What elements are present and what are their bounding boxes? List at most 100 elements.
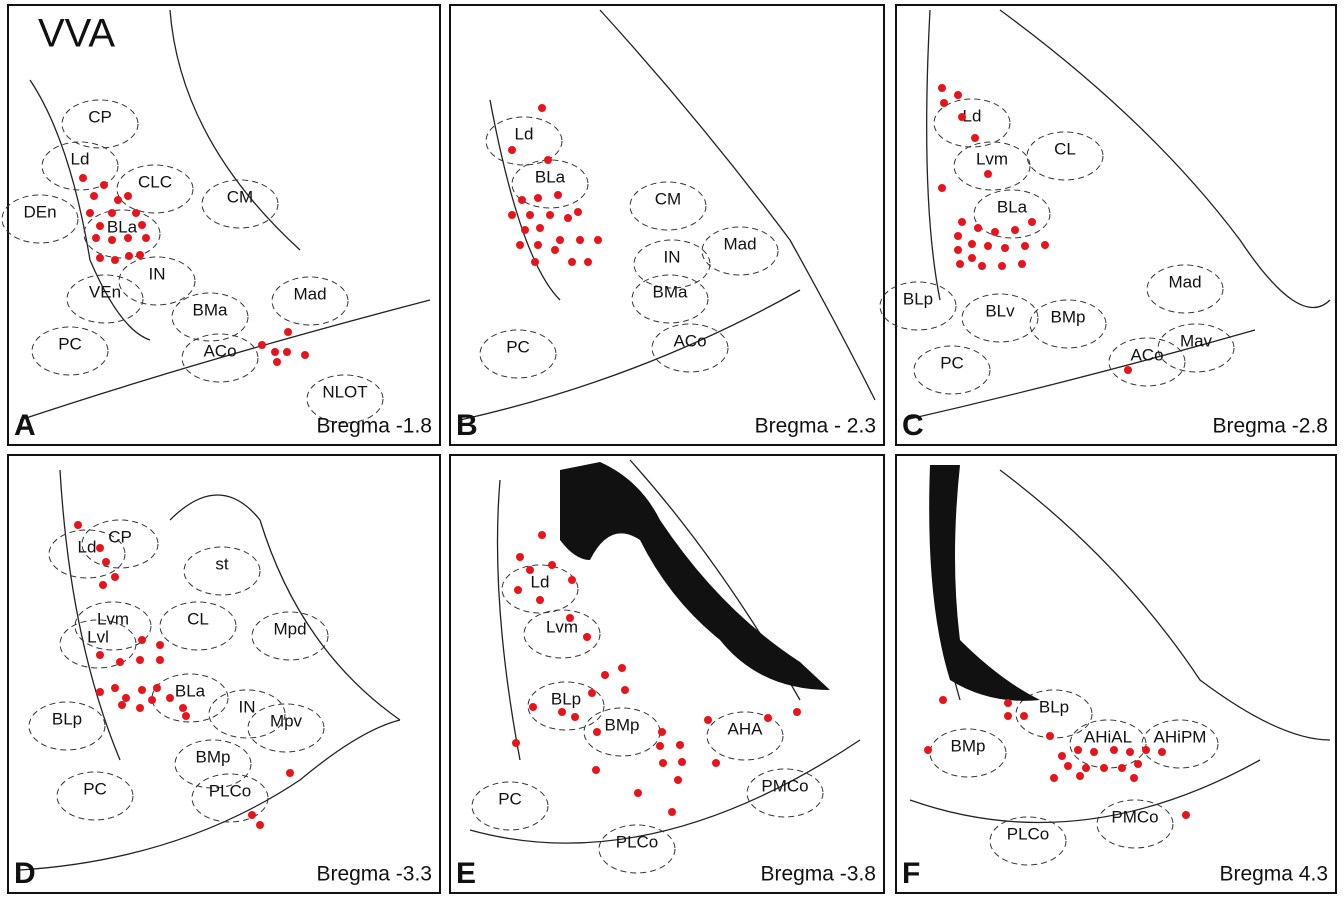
- region-label: BLv: [985, 301, 1015, 320]
- site-dot: [74, 521, 82, 529]
- site-dot: [514, 586, 522, 594]
- site-dot: [594, 236, 602, 244]
- site-dot: [1020, 712, 1028, 720]
- site-dot: [1182, 811, 1190, 819]
- site-dot: [534, 194, 542, 202]
- site-dot: [574, 208, 582, 216]
- region-label: Mad: [293, 284, 326, 303]
- region-label: CLC: [138, 172, 172, 191]
- site-dot: [538, 104, 546, 112]
- panel-frame: [8, 5, 440, 445]
- site-dot: [1110, 746, 1118, 754]
- site-dot: [1142, 746, 1150, 754]
- site-dot: [138, 221, 146, 229]
- site-dot: [576, 236, 584, 244]
- site-dot: [674, 776, 682, 784]
- site-dot: [551, 246, 559, 254]
- region-label: BMa: [653, 282, 689, 301]
- site-dot: [984, 242, 992, 250]
- site-dot: [536, 596, 544, 604]
- site-dot: [940, 99, 948, 107]
- site-dot: [96, 651, 104, 659]
- site-dot: [286, 769, 294, 777]
- region-label: PMCo: [1111, 807, 1158, 826]
- site-dot: [956, 260, 964, 268]
- site-dot: [148, 696, 156, 704]
- site-dot: [1074, 746, 1082, 754]
- region-label: BMa: [193, 300, 229, 319]
- region-label: ACo: [1130, 345, 1163, 364]
- site-dot: [568, 576, 576, 584]
- site-dot: [142, 234, 150, 242]
- panel-frame: [450, 455, 884, 893]
- site-dot: [248, 811, 256, 819]
- site-dot: [712, 759, 720, 767]
- site-dot: [618, 664, 626, 672]
- region-label: BMp: [1051, 307, 1086, 326]
- site-dot: [118, 701, 126, 709]
- site-dot: [554, 191, 562, 199]
- bregma-label: Bregma -3.8: [760, 863, 876, 886]
- site-dot: [516, 241, 524, 249]
- panel-letter: B: [456, 409, 478, 442]
- panel: LdCLLvmBLaMadBLpBLvBMpACoMavPCCBregma -2…: [880, 5, 1336, 445]
- site-dot: [1124, 366, 1132, 374]
- site-dot: [132, 209, 140, 217]
- site-dot: [125, 252, 133, 260]
- site-dot: [521, 226, 529, 234]
- site-dot: [1058, 752, 1066, 760]
- region-label: Mad: [723, 234, 756, 253]
- site-dot: [124, 192, 132, 200]
- region-label: CL: [187, 609, 209, 628]
- site-dot: [634, 789, 642, 797]
- panel: CPLdstLvmCLLvlMpdBLaBLpINBMpMpvPCPLCoDBr…: [8, 455, 440, 893]
- region-label: PC: [58, 334, 82, 353]
- region-label: CL: [1054, 139, 1076, 158]
- site-dot: [1004, 699, 1012, 707]
- site-dot: [958, 113, 966, 121]
- site-dot: [301, 351, 309, 359]
- site-dot: [96, 254, 104, 262]
- site-dot: [954, 232, 962, 240]
- region-label: Ld: [531, 572, 550, 591]
- site-dot: [96, 688, 104, 696]
- site-dot: [156, 656, 164, 664]
- site-dot: [531, 258, 539, 266]
- region-label: NLOT: [322, 382, 367, 401]
- site-dot: [114, 196, 122, 204]
- site-dot: [656, 742, 664, 750]
- panel-letter: E: [456, 857, 476, 890]
- site-dot: [516, 553, 524, 561]
- site-dot: [548, 561, 556, 569]
- site-dot: [588, 689, 596, 697]
- site-dot: [512, 739, 520, 747]
- panel-letter: C: [902, 409, 924, 442]
- site-dot: [1118, 764, 1126, 772]
- region-label: BLa: [997, 197, 1028, 216]
- site-dot: [102, 558, 110, 566]
- region-label: AHiAL: [1084, 727, 1132, 746]
- site-dot: [954, 246, 962, 254]
- bregma-label: Bregma -3.3: [316, 863, 432, 886]
- region-label: BMp: [605, 715, 640, 734]
- region-label: IN: [149, 264, 166, 283]
- region-label: PLCo: [616, 832, 659, 851]
- region-label: PC: [498, 789, 522, 808]
- panel-letter: F: [902, 857, 920, 890]
- region-label: Lvm: [976, 149, 1008, 168]
- site-dot: [968, 254, 976, 262]
- site-dot: [96, 544, 104, 552]
- site-dot: [518, 196, 526, 204]
- site-dot: [1076, 772, 1084, 780]
- site-dot: [1134, 760, 1142, 768]
- site-dot: [998, 262, 1006, 270]
- site-dot: [659, 759, 667, 767]
- region-label: PLCo: [1007, 824, 1050, 843]
- site-dot: [111, 573, 119, 581]
- region-label: DEn: [23, 202, 56, 221]
- site-dot: [258, 341, 266, 349]
- site-dot: [954, 91, 962, 99]
- region-label: Ld: [515, 124, 534, 143]
- site-dot: [508, 146, 516, 154]
